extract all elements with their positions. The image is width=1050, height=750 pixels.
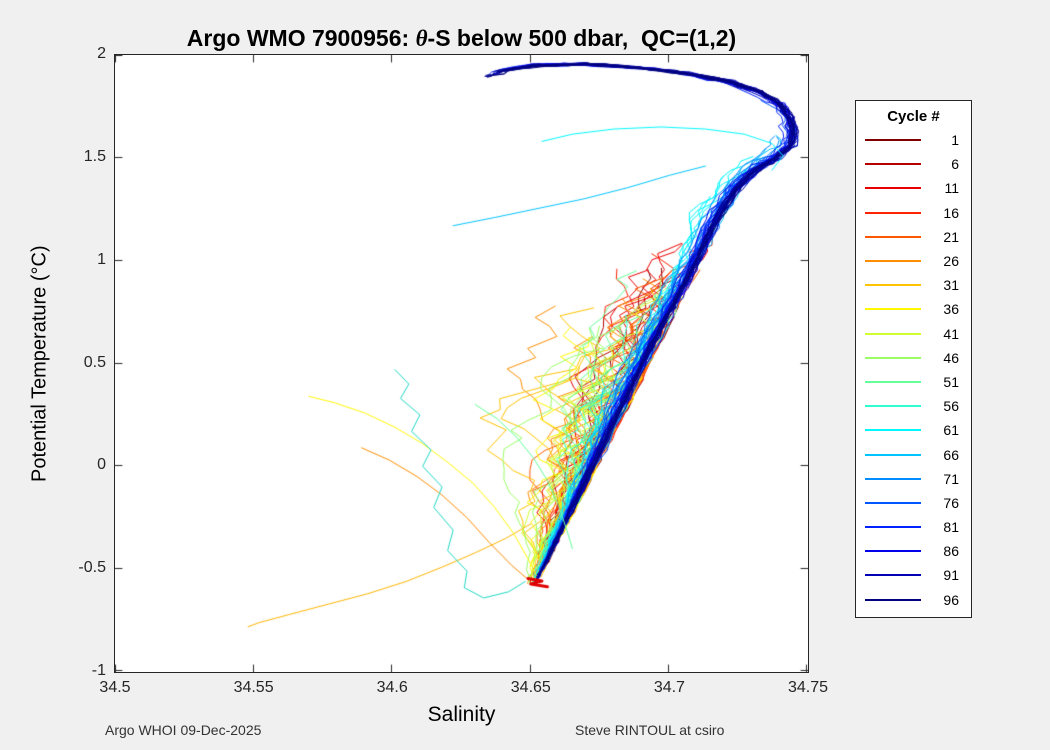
legend-title: Cycle # <box>887 108 940 125</box>
legend-entry-label: 61 <box>943 422 959 439</box>
legend-line-sample <box>865 477 921 480</box>
legend-line-sample <box>865 211 921 214</box>
legend-entry-label: 1 <box>951 132 959 149</box>
legend-line-sample <box>865 550 921 553</box>
legend-row: 26 <box>856 249 971 273</box>
chart-title-suffix: -S below 500 dbar, QC=(1,2) <box>427 25 737 51</box>
x-tick-label: 34.75 <box>787 679 829 696</box>
legend-entry-label: 96 <box>943 591 959 608</box>
legend-line-sample <box>865 574 921 577</box>
legend-line-sample <box>865 284 921 287</box>
y-tick-label: 0.5 <box>83 353 106 371</box>
legend-line-sample <box>865 405 921 408</box>
legend-row: 81 <box>856 515 971 539</box>
chart-title-prefix: Argo WMO 7900956: <box>186 25 416 51</box>
x-tick-label: 34.6 <box>376 679 408 696</box>
legend-row: 61 <box>856 418 971 442</box>
legend-row: 66 <box>856 442 971 466</box>
legend-row: 96 <box>856 588 971 612</box>
legend-line-sample <box>865 453 921 456</box>
y-tick-label: 0 <box>97 456 106 474</box>
legend-entry-label: 56 <box>943 398 959 415</box>
legend-entry-label: 51 <box>943 373 959 390</box>
legend-entry-label: 21 <box>943 228 959 245</box>
legend-row: 51 <box>856 370 971 394</box>
ts-diagram-canvas <box>115 55 808 672</box>
legend-line-sample <box>865 501 921 504</box>
legend-line-sample <box>865 235 921 238</box>
theta-symbol: θ <box>415 26 428 51</box>
y-tick-label: 1 <box>97 250 106 268</box>
legend-line-sample <box>865 187 921 190</box>
y-tick-label: -1 <box>91 662 106 679</box>
legend-line-sample <box>865 380 921 383</box>
legend-line-sample <box>865 139 921 142</box>
legend-row: 6 <box>856 152 971 176</box>
legend-entry-label: 81 <box>943 519 959 536</box>
credit-left: Argo WHOI 09-Dec-2025 <box>105 722 262 738</box>
credit-right: Steve RINTOUL at csiro <box>575 722 725 738</box>
legend-line-sample <box>865 308 921 311</box>
legend-row: 76 <box>856 491 971 515</box>
legend-entry-label: 31 <box>943 277 959 294</box>
plot-area <box>114 54 809 673</box>
legend-line-sample <box>865 163 921 166</box>
legend-line-sample <box>865 429 921 432</box>
legend-row: 91 <box>856 563 971 587</box>
legend-row: 21 <box>856 225 971 249</box>
y-tick-label: 1.5 <box>83 147 106 165</box>
legend-box: Cycle # 1 6 11 16 21 26 31 36 41 46 51 56 61 66 71 76 81… <box>855 100 972 618</box>
legend-entry-label: 16 <box>943 204 959 221</box>
legend-entry-label: 41 <box>943 325 959 342</box>
legend-row: 71 <box>856 467 971 491</box>
legend-row: 31 <box>856 273 971 297</box>
legend-row: 56 <box>856 394 971 418</box>
legend-row: 11 <box>856 176 971 200</box>
legend-row: 1 <box>856 128 971 152</box>
legend-entry-label: 6 <box>951 156 959 173</box>
y-tick-label: -0.5 <box>78 559 106 577</box>
legend-entry-label: 26 <box>943 253 959 270</box>
legend-line-sample <box>865 332 921 335</box>
x-tick-label: 34.55 <box>233 679 274 696</box>
legend-row: 16 <box>856 201 971 225</box>
chart-title: Argo WMO 7900956: θ-S below 500 dbar, QC… <box>115 25 808 52</box>
legend-entries: 1 6 11 16 21 26 31 36 41 46 51 56 61 66 71 76 81 86 91 96 <box>856 128 971 612</box>
legend-entry-label: 36 <box>943 301 959 318</box>
legend-line-sample <box>865 598 921 601</box>
legend-row: 36 <box>856 297 971 321</box>
legend-entry-label: 71 <box>943 470 959 487</box>
legend-entry-label: 76 <box>943 494 959 511</box>
x-axis-label: Salinity <box>427 703 496 726</box>
legend-entry-label: 66 <box>943 446 959 463</box>
x-tick-label: 34.5 <box>99 679 131 696</box>
legend-line-sample <box>865 260 921 263</box>
legend-entry-label: 11 <box>944 180 959 197</box>
legend-entry-label: 86 <box>943 543 959 560</box>
legend-row: 46 <box>856 346 971 370</box>
legend-entry-label: 91 <box>943 567 959 584</box>
x-tick-label: 34.7 <box>653 679 685 696</box>
legend-entry-label: 46 <box>943 349 959 366</box>
legend-line-sample <box>865 356 921 359</box>
legend-row: 41 <box>856 322 971 346</box>
legend-row: 86 <box>856 539 971 563</box>
y-tick-label: 2 <box>97 45 106 62</box>
legend-line-sample <box>865 526 921 529</box>
x-tick-label: 34.65 <box>510 679 551 696</box>
